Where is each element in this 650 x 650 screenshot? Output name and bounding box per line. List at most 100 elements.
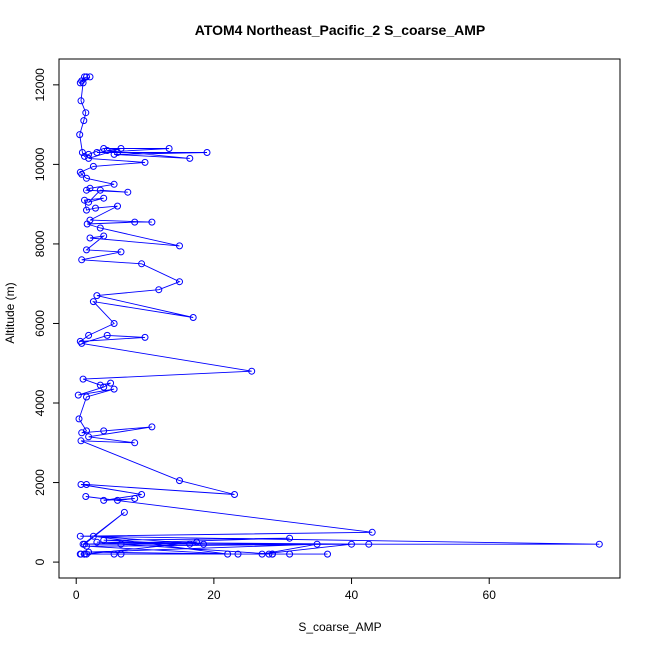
data-point [76,337,84,345]
data-point [81,196,88,204]
x-axis-label: S_coarse_AMP [298,620,381,634]
plot-frame [58,58,621,579]
y-tick-label-3: 6000 [33,310,47,337]
data-point [368,528,376,536]
y-tick-label-2: 4000 [33,389,47,416]
data-point [89,298,97,306]
data-point [107,379,115,387]
data-point [83,220,91,228]
data-point [265,550,273,558]
data-point [234,550,242,558]
data-point [286,550,294,558]
data-point [89,532,97,540]
data-point [110,385,118,393]
data-point [77,437,85,445]
data-point [93,538,101,546]
data-point [100,145,108,152]
data-point [100,383,108,391]
data-point [85,331,93,339]
x-axis: 0 20 40 60 [73,578,496,602]
data-point [96,224,104,232]
data-point [189,314,197,321]
data-point [75,415,83,423]
data-point [258,550,266,558]
data-point [78,256,86,264]
data-point [176,477,183,485]
y-tick-label-0: 0 [33,558,47,565]
y-axis: 0 2000 4000 6000 8000 10000 12000 [33,68,59,565]
data-point [100,536,108,544]
data-point [117,248,125,256]
data-point [89,162,97,170]
chart-title: ATOM4 Northeast_Pacific_2 S_coarse_AMP [195,22,486,38]
data-point [81,152,88,160]
x-tick-label-2: 40 [345,588,359,602]
series-line-0 [78,76,600,555]
data-point [82,493,90,500]
data-point [200,540,208,548]
data-point [248,367,256,375]
data-point [92,204,99,212]
data-point [85,154,93,162]
data-point [120,508,128,516]
data-point [78,339,86,347]
data-point [138,491,146,498]
data-point [313,540,321,548]
data-point [176,278,183,286]
data-point [176,242,183,250]
data-point [117,145,125,152]
data-point [74,391,82,399]
data-point [100,232,108,240]
data-point [186,540,194,548]
data-point [114,496,121,504]
data-point [93,292,101,300]
data-point [83,174,90,182]
data-point [100,427,108,435]
data-point [76,131,84,139]
data-point [77,550,85,558]
data-point [83,186,90,194]
data-point [286,534,294,542]
data-point [81,550,88,558]
data-point [595,540,603,548]
data-point [76,79,84,87]
data-point [83,206,90,214]
data-point [110,150,118,158]
data-point [268,550,276,558]
data-point [224,550,232,558]
data-point [155,286,163,294]
y-tick-label-1: 2000 [33,469,47,496]
data-point [82,109,90,117]
data-point [86,234,94,242]
data-point [78,149,86,156]
data-point [83,393,90,401]
data-point [324,550,331,558]
y-tick-label-4: 8000 [33,230,47,257]
data-point [83,427,90,435]
data-point [131,218,139,226]
data-point [96,381,104,389]
data-point [77,97,85,105]
y-axis-label: Altitude (m) [3,282,17,343]
data-point [100,194,108,202]
data-point [114,149,121,156]
data-point [78,429,86,437]
y-tick-label-6: 12000 [33,68,47,102]
data-point [141,158,149,166]
data-point [103,331,111,339]
data-point [193,538,201,546]
data-point [85,433,93,441]
x-tick-label-1: 20 [207,588,221,602]
y-tick-label-5: 10000 [33,147,47,181]
data-point [348,540,355,548]
data-point [83,246,90,254]
data-point [203,149,211,156]
data-point [83,542,90,550]
data-point [110,180,118,188]
series-layer [74,73,603,558]
data-point [78,170,86,178]
data-point [79,375,87,383]
data-point [77,481,85,488]
data-point [86,73,94,81]
